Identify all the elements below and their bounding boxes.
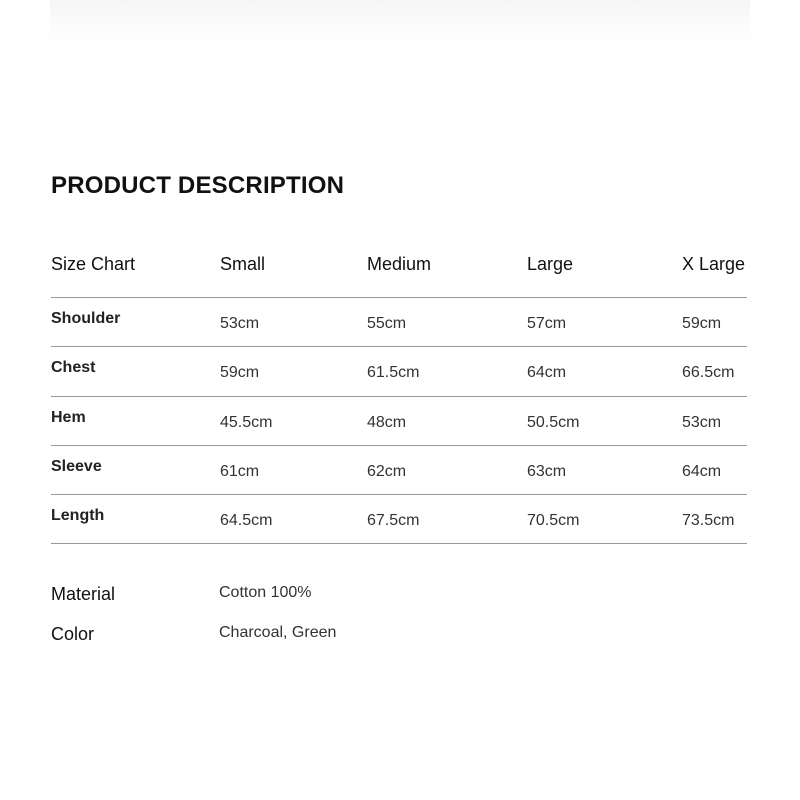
measurement-cell: 61cm [220,463,260,480]
product-image-edge [50,0,750,45]
measurement-cell: 57cm [527,315,567,332]
row-label: Hem [51,409,86,426]
color-value: Charcoal, Green [219,624,337,641]
measurement-cell: 53cm [682,414,722,431]
measurement-cell: 55cm [367,315,407,332]
row-divider [51,494,747,495]
row-divider [51,543,747,544]
material-value: Cotton 100% [219,584,312,601]
measurement-cell: 73.5cm [682,512,735,529]
measurement-cell: 45.5cm [220,414,273,431]
measurement-cell: 61.5cm [367,364,420,381]
measurement-cell: 50.5cm [527,414,580,431]
measurement-cell: 66.5cm [682,364,735,381]
measurement-cell: 64cm [527,364,567,381]
measurement-cell: 64.5cm [220,512,273,529]
row-divider [51,396,747,397]
material-label: Material [51,584,116,604]
header-size: Small [220,254,266,274]
row-divider [51,297,747,298]
row-label: Sleeve [51,458,102,475]
header-size: Medium [367,254,432,274]
color-label: Color [51,624,95,644]
measurement-cell: 53cm [220,315,260,332]
row-label: Length [51,507,105,524]
header-size: Large [527,254,574,274]
measurement-cell: 59cm [682,315,722,332]
measurement-cell: 63cm [527,463,567,480]
header-size-chart: Size Chart [51,254,136,274]
measurement-cell: 62cm [367,463,407,480]
page-title: PRODUCT DESCRIPTION [51,172,345,199]
row-divider [51,445,747,446]
measurement-cell: 70.5cm [527,512,580,529]
header-size: X Large [682,254,746,274]
measurement-cell: 48cm [367,414,407,431]
measurement-cell: 59cm [220,364,260,381]
row-label: Shoulder [51,310,121,327]
measurement-cell: 67.5cm [367,512,420,529]
row-label: Chest [51,359,96,376]
row-divider [51,346,747,347]
measurement-cell: 64cm [682,463,722,480]
